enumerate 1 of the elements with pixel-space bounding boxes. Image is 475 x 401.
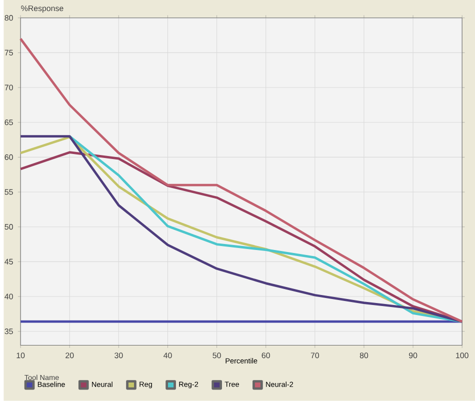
line-series [19, 38, 464, 323]
